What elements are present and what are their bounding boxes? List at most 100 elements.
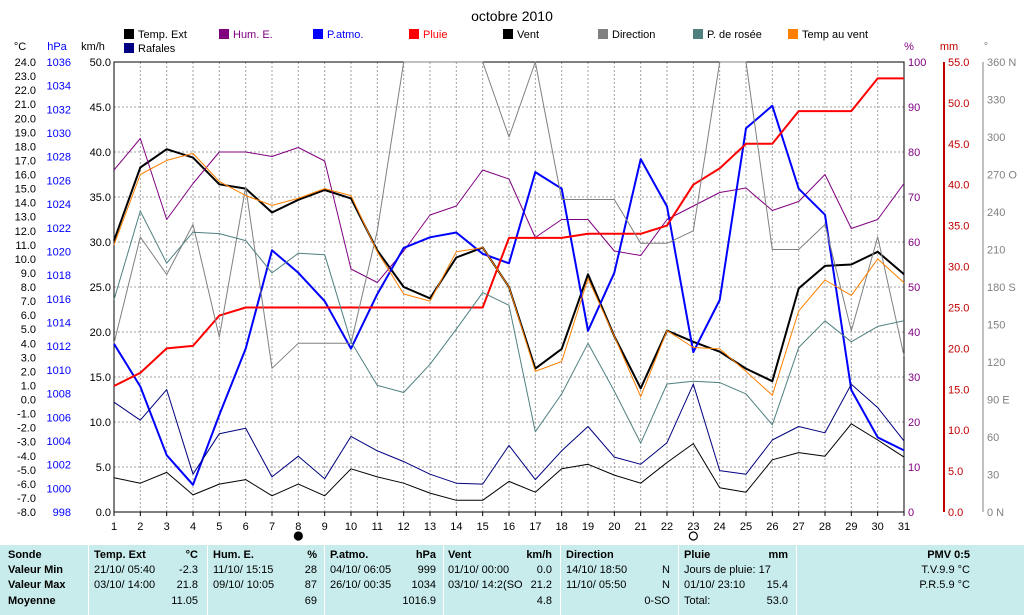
direction-tick-label: 270 O: [987, 170, 1017, 182]
rain-tick-label: 5.0: [948, 466, 963, 478]
temp-tick-label: -5.0: [17, 465, 36, 477]
legend-swatch-pluie: [409, 29, 419, 39]
pluie-rain-days: Jours de pluie: 17: [684, 564, 771, 576]
series-line-pluie: [113, 77, 904, 387]
pressure-tick-label: 1022: [47, 223, 71, 235]
x-tick-label: 5: [216, 521, 222, 533]
pressure-tick-label: 1036: [47, 57, 71, 69]
rain-tick-label: 15.0: [948, 384, 969, 396]
chart-grid: [114, 62, 904, 512]
patmo-unit: hPa: [415, 549, 436, 561]
hum-min-value: 28: [304, 564, 317, 576]
patmo-min-time: 04/10/ 06:05: [330, 564, 392, 576]
humidity-tick-label: 90: [908, 102, 920, 114]
legend-swatch-temp-au-vent: [788, 29, 798, 39]
series-line-direction: [113, 61, 905, 369]
legend-label-temp-ext: Temp. Ext: [138, 29, 187, 41]
temp-min-time: 21/10/ 05:40: [94, 564, 156, 576]
series-line-hum-e-: [113, 138, 905, 283]
rain-tick-label: 35.0: [948, 221, 969, 233]
x-tick-label: 21: [635, 521, 647, 533]
legend-label-direction: Direction: [612, 29, 655, 41]
series-line-p-de-ros-e: [113, 210, 905, 444]
stats-humidity: Hum. E.% 11/10/ 15:15 28 09/10/ 10:05 87 6…: [213, 545, 321, 615]
temp-tick-label: 9.0: [21, 268, 36, 280]
temp-tick-label: 8.0: [21, 282, 36, 294]
temp-tick-label: 4.0: [21, 338, 36, 350]
rain-tick-label: 45.0: [948, 139, 969, 151]
full-moon-marker: [688, 531, 698, 541]
rain-unit-label: mm: [940, 41, 958, 53]
wind-tick-label: 25.0: [90, 282, 111, 294]
stats-temp: Temp. Ext °C 21/10/ 05:40 -2.3 03/10/ 14:0…: [94, 545, 202, 615]
x-tick-label: 13: [424, 521, 436, 533]
moon-markers: [293, 531, 698, 541]
humidity-tick-label: 60: [908, 237, 920, 249]
direction-tick-label: 0 N: [987, 507, 1004, 519]
pressure-tick-label: 1016: [47, 294, 71, 306]
x-tick-label: 29: [845, 521, 857, 533]
wind-tick-label: 45.0: [90, 102, 111, 114]
x-tick-label: 15: [477, 521, 489, 533]
temp-max-value: 21.8: [176, 579, 198, 591]
direction-tick-label: 360 N: [987, 57, 1016, 69]
wind-tick-label: 5.0: [96, 462, 111, 474]
hum-max-value: 87: [304, 579, 317, 591]
pressure-unit-label: hPa: [47, 41, 67, 53]
hum-unit: %: [307, 549, 317, 561]
pluie-total-label: Total:: [684, 595, 711, 607]
temp-unit: °C: [185, 549, 198, 561]
pluie-header: Pluie: [684, 549, 711, 561]
vent-max-value: 21.2: [530, 579, 552, 591]
temp-tick-label: 23.0: [15, 71, 36, 83]
pressure-tick-label: 1030: [47, 128, 71, 140]
x-tick-label: 24: [714, 521, 726, 533]
chart-axes: 1 2 3 4 5 6 7 8 9 10 11 12 13 14 15 16 17 18 19 20 21 22 23 24 2…: [15, 57, 1018, 533]
x-tick-label: 16: [503, 521, 515, 533]
statistics-panel: Sonde Valeur Min Valeur Max Moyenne Temp…: [0, 545, 1024, 615]
humidity-tick-label: 70: [908, 192, 920, 204]
humidity-tick-label: 50: [908, 282, 920, 294]
wind-tick-label: 40.0: [90, 147, 111, 159]
legend-label-vent: Vent: [517, 29, 539, 41]
legend-label-temp-au-vent: Temp au vent: [802, 29, 868, 41]
temp-avg: 11.05: [171, 595, 198, 607]
pressure-tick-label: 1010: [47, 365, 71, 377]
hum-avg: 69: [304, 595, 317, 607]
vent-min-value: 0.0: [536, 564, 552, 576]
temp-tick-label: 6.0: [21, 310, 36, 322]
pmv-tv: T.V.9.9 °C: [921, 564, 970, 576]
temp-tick-label: -1.0: [17, 409, 36, 421]
hum-header: Hum. E.: [213, 549, 254, 561]
patmo-min-value: 999: [417, 564, 436, 576]
x-tick-label: 6: [243, 521, 249, 533]
wind-tick-label: 15.0: [90, 372, 111, 384]
direction-header: Direction: [566, 549, 614, 561]
patmo-max-time: 26/10/ 00:35: [330, 579, 392, 591]
rain-tick-label: 55.0: [948, 57, 969, 69]
humidity-tick-label: 20: [908, 417, 920, 429]
direction-tick-label: 300: [987, 132, 1005, 144]
direction-tick-label: 120: [987, 357, 1005, 369]
x-tick-label: 4: [190, 521, 196, 533]
temp-tick-label: 15.0: [15, 184, 36, 196]
series-line-rafales: [113, 383, 905, 485]
legend-swatch-hum-e-: [219, 29, 229, 39]
pressure-tick-label: 1024: [47, 199, 71, 211]
stats-rain: Pluie mm Jours de pluie: 17 01/10/ 23:10 1…: [684, 545, 792, 615]
temp-tick-label: 20.0: [15, 113, 36, 125]
wind-tick-label: 35.0: [90, 192, 111, 204]
wind-tick-label: 50.0: [90, 57, 111, 69]
pressure-tick-label: 998: [53, 507, 71, 519]
wind-tick-label: 0.0: [96, 507, 111, 519]
temp-tick-label: 2.0: [21, 366, 36, 378]
x-tick-label: 20: [608, 521, 620, 533]
direction-max-time: 11/10/ 05:50: [566, 579, 627, 591]
stats-wind: Vent km/h 01/10/ 00:00 0.0 03/10/ 14:2(SO 2…: [448, 545, 556, 615]
x-tick-label: 11: [372, 521, 383, 533]
temp-max-time: 03/10/ 14:00: [94, 579, 156, 591]
temp-header: Temp. Ext: [94, 549, 146, 561]
rain-tick-label: 40.0: [948, 180, 969, 192]
direction-tick-label: 240: [987, 207, 1005, 219]
direction-unit-label: °: [984, 41, 988, 53]
